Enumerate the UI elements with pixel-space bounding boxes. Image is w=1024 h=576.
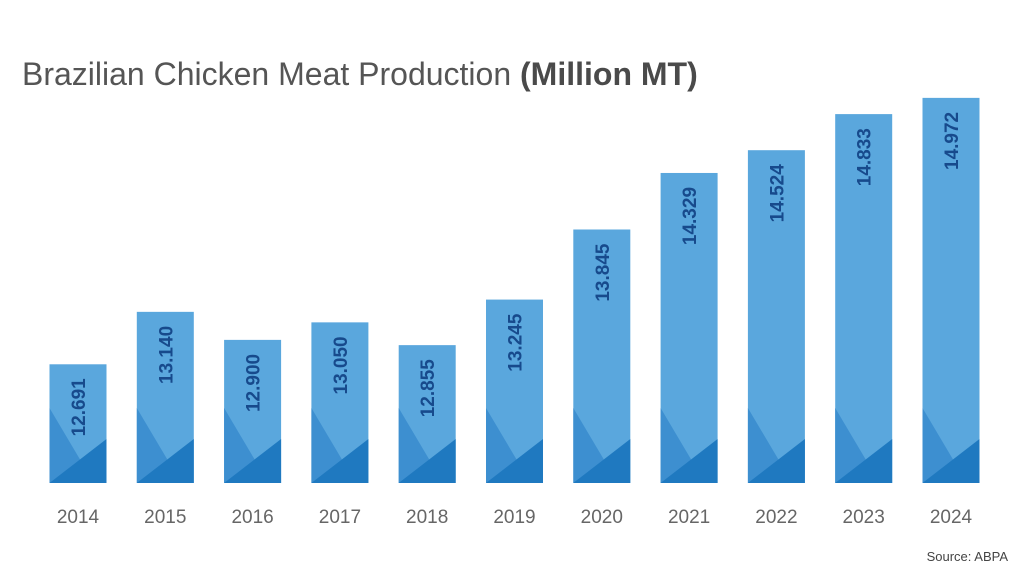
bar-value-label-2020: 13.845 <box>593 243 614 302</box>
bar-group-2020: 13.845 2020 <box>573 229 631 528</box>
bar-group-2015: 13.140 2015 <box>136 311 194 528</box>
bar-group-2023: 14.833 2023 <box>835 114 893 528</box>
bar-value-label-2021: 14.329 <box>680 187 701 245</box>
x-tick-label-2022: 2022 <box>755 507 797 528</box>
x-tick-label-2020: 2020 <box>581 507 623 528</box>
bar-shade-right-2015 <box>136 439 194 483</box>
bar-group-2018: 12.855 2018 <box>398 345 456 528</box>
chart-title-main: Brazilian Chicken Meat Production <box>22 56 512 92</box>
x-tick-label-2016: 2016 <box>231 507 273 528</box>
bar-shade-left-2018 <box>398 408 444 483</box>
chart-title-units: (Million MT) <box>520 56 698 92</box>
bar-value-label-2015: 13.140 <box>156 326 177 384</box>
bar-group-2021: 14.329 2021 <box>660 172 718 528</box>
x-tick-label-2023: 2023 <box>843 507 885 528</box>
x-tick-label-2015: 2015 <box>144 507 186 528</box>
x-tick-label-2014: 2014 <box>57 507 100 528</box>
bar-shade-left-2021 <box>660 408 706 483</box>
bar-shade-left-2024 <box>922 408 967 483</box>
bar-value-label-2018: 12.855 <box>418 359 439 418</box>
bar-value-label-2016: 12.900 <box>244 354 265 412</box>
bar-shade-right-2018 <box>398 439 456 483</box>
bar-value-label-2023: 14.833 <box>855 128 876 186</box>
bar-shade-left-2017 <box>311 408 356 483</box>
bar-group-2017: 13.050 2017 <box>311 322 369 528</box>
bar-shade-right-2016 <box>224 439 282 483</box>
bar-value-label-2014: 12.691 <box>69 378 90 437</box>
bar-group-2019: 13.245 2019 <box>486 299 543 528</box>
bar-shade-right-2019 <box>486 439 543 483</box>
bar-2023 <box>835 114 893 484</box>
source-note: Source: ABPA <box>926 549 1008 564</box>
bar-shade-right-2014 <box>49 439 107 483</box>
bar-value-label-2019: 13.245 <box>506 313 527 372</box>
bar-group-2022: 14.524 2022 <box>747 150 805 528</box>
bar-shade-left-2019 <box>486 408 531 483</box>
x-tick-label-2021: 2021 <box>668 507 710 528</box>
bar-shade-right-2022 <box>747 439 805 483</box>
x-tick-label-2019: 2019 <box>493 507 535 528</box>
bar-2024 <box>922 97 980 484</box>
bar-shade-right-2023 <box>835 439 893 483</box>
bar-shade-right-2017 <box>311 439 369 483</box>
x-tick-label-2017: 2017 <box>319 507 361 528</box>
bar-group-2016: 12.900 2016 <box>224 339 282 528</box>
chart-title: Brazilian Chicken Meat Production (Milli… <box>22 56 698 93</box>
x-tick-label-2018: 2018 <box>406 507 448 528</box>
bar-value-label-2022: 14.524 <box>767 164 788 223</box>
bar-shade-left-2016 <box>224 408 269 483</box>
bar-group-2014: 12.691 2014 <box>49 364 107 528</box>
x-tick-label-2024: 2024 <box>930 507 973 528</box>
bar-shade-right-2020 <box>573 439 631 483</box>
bar-shade-right-2024 <box>922 439 980 483</box>
bar-value-label-2024: 14.972 <box>942 112 963 170</box>
bar-shade-left-2020 <box>573 408 618 483</box>
bar-group-2024: 14.972 2024 <box>922 97 980 528</box>
bar-value-label-2017: 13.050 <box>331 336 352 394</box>
bar-shade-right-2021 <box>660 439 718 483</box>
